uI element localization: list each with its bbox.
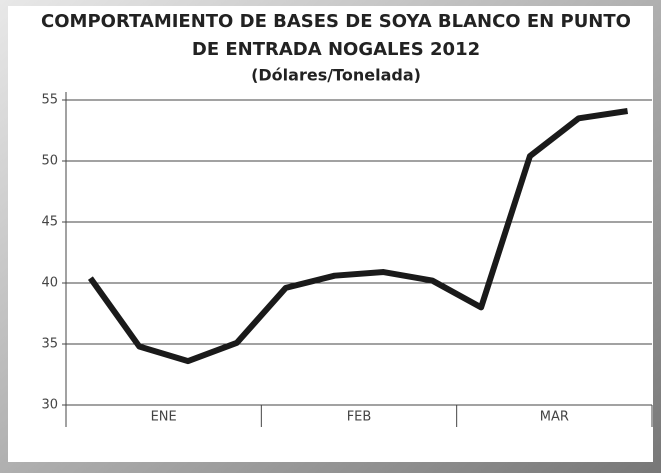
data-line xyxy=(87,108,629,365)
x-tick-label: MAR xyxy=(540,410,569,425)
chart-subtitle: (Dólares/Tonelada) xyxy=(251,66,421,85)
y-tick-label: 55 xyxy=(41,93,58,108)
x-tick-label: ENE xyxy=(151,410,177,425)
y-tick-label: 40 xyxy=(41,276,58,291)
y-tick-label: 50 xyxy=(41,154,58,169)
chart-title: COMPORTAMIENTO DE BASES DE SOYA BLANCO E… xyxy=(41,11,631,32)
chart-title: DE ENTRADA NOGALES 2012 xyxy=(192,39,480,60)
y-tick-label: 45 xyxy=(41,215,58,230)
panel xyxy=(8,6,653,462)
y-tick-label: 30 xyxy=(41,398,58,413)
x-tick-label: FEB xyxy=(347,410,372,425)
y-tick-label: 35 xyxy=(41,337,58,352)
